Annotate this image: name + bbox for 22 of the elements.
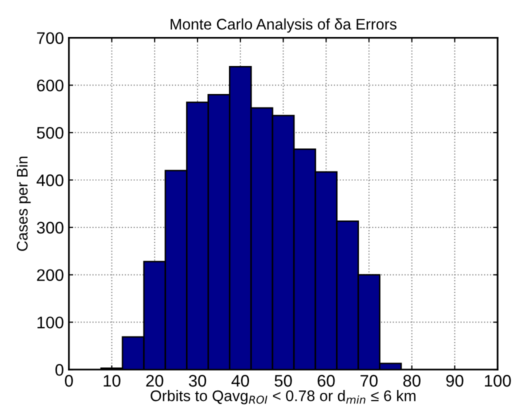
x-tick-label: 90 xyxy=(446,374,464,387)
x-tick-label: 100 xyxy=(484,374,511,387)
x-tick-label: 10 xyxy=(104,374,120,387)
y-tick-label: 600 xyxy=(37,80,64,92)
x-tick-label: 70 xyxy=(360,374,378,387)
x-tick-label: 0 xyxy=(64,374,73,387)
y-tick-label: 0 xyxy=(55,364,64,376)
x-tick-label: 30 xyxy=(188,374,206,387)
x-tick-label: 60 xyxy=(318,374,335,387)
x-tick-label: 20 xyxy=(146,374,164,387)
chart-title: Monte Carlo Analysis of δa Errors xyxy=(170,18,396,33)
y-axis-title: Cases per Bin xyxy=(16,156,31,251)
x-tick-label: 40 xyxy=(231,374,249,387)
x-axis-title: Orbits to Qavg$_{ROI}$ < 0.78 or d$_{min}$ ≤ 6 km xyxy=(150,390,416,404)
y-tick-label: 400 xyxy=(36,174,64,186)
y-tick-label: 700 xyxy=(37,32,64,44)
y-tick-label: 500 xyxy=(36,127,64,139)
y-tick-label: 200 xyxy=(37,269,64,282)
x-tick-label: 50 xyxy=(274,374,292,387)
y-tick-label: 300 xyxy=(36,222,64,234)
x-tick-label: 80 xyxy=(403,374,420,387)
y-tick-label: 100 xyxy=(38,316,64,328)
